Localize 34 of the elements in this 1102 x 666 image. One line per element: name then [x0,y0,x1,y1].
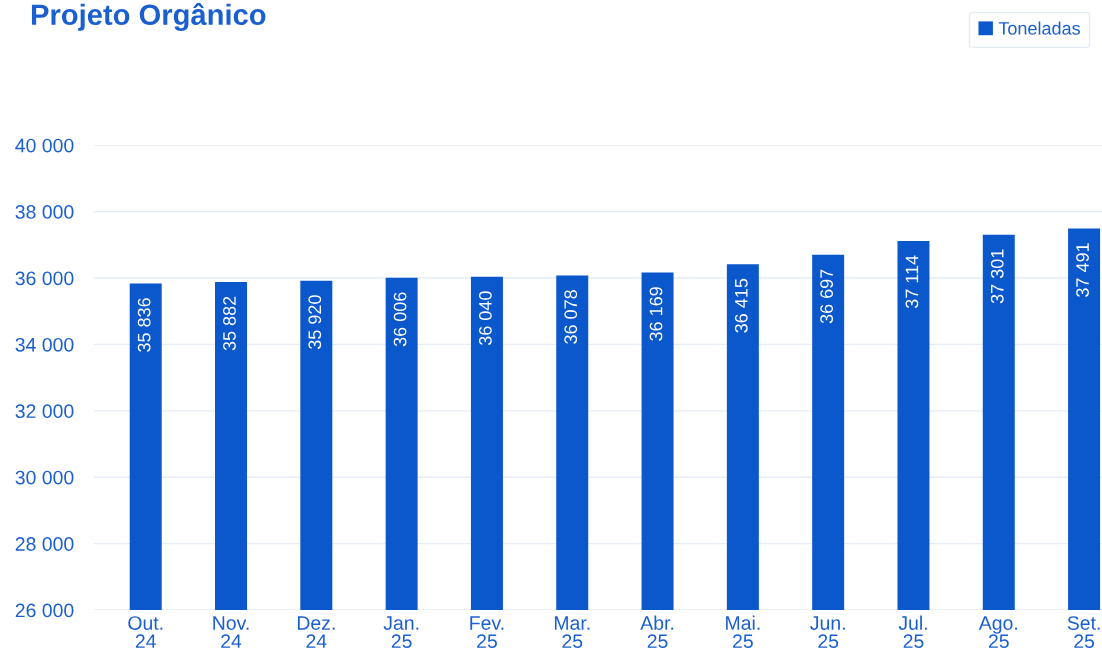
data-label: 36 169 [649,287,663,341]
x-tick-label: Fev. 25 [470,616,504,649]
data-label: 36 040 [479,291,492,346]
data-label: 37 301 [990,249,1004,304]
y-tick-label: 40 000 [15,138,74,153]
data-label: 36 006 [393,292,407,347]
y-tick-label: 32 000 [15,404,74,419]
x-tick-label: Mar. 25 [554,616,590,649]
data-label: 36 078 [564,290,578,344]
data-label: 37 491 [1076,243,1089,297]
y-tick-label: 36 000 [15,271,74,286]
data-label: 36 415 [734,278,748,333]
data-label: 37 114 [905,255,919,309]
x-tick-label: Jan. 25 [383,616,419,649]
chart-title: Projeto Orgânico [31,3,266,31]
y-tick-label: 38 000 [15,205,74,219]
x-tick-label: Jun. 25 [810,616,845,649]
y-tick-label: 34 000 [15,337,74,352]
x-tick-label: Out. 24 [128,616,163,648]
x-tick-label: Abr. 25 [640,615,674,649]
legend-label: Toneladas [998,21,1080,35]
y-tick-label: 30 000 [15,470,74,485]
x-tick-label: Ago. 25 [978,616,1017,649]
data-label: 35 836 [137,298,151,352]
x-tick-label: Nov. 24 [213,616,249,648]
data-label: 35 920 [308,295,322,350]
y-tick-label: 28 000 [15,537,74,551]
x-tick-label: Set. 25 [1067,616,1100,649]
y-tick-label: 26 000 [15,603,74,618]
x-tick-label: Jul. 25 [898,615,927,649]
data-label: 36 697 [820,269,834,324]
x-tick-label: Mai. 25 [726,615,760,649]
x-tick-label: Dez. 24 [297,616,335,648]
data-label: 35 882 [223,296,236,351]
